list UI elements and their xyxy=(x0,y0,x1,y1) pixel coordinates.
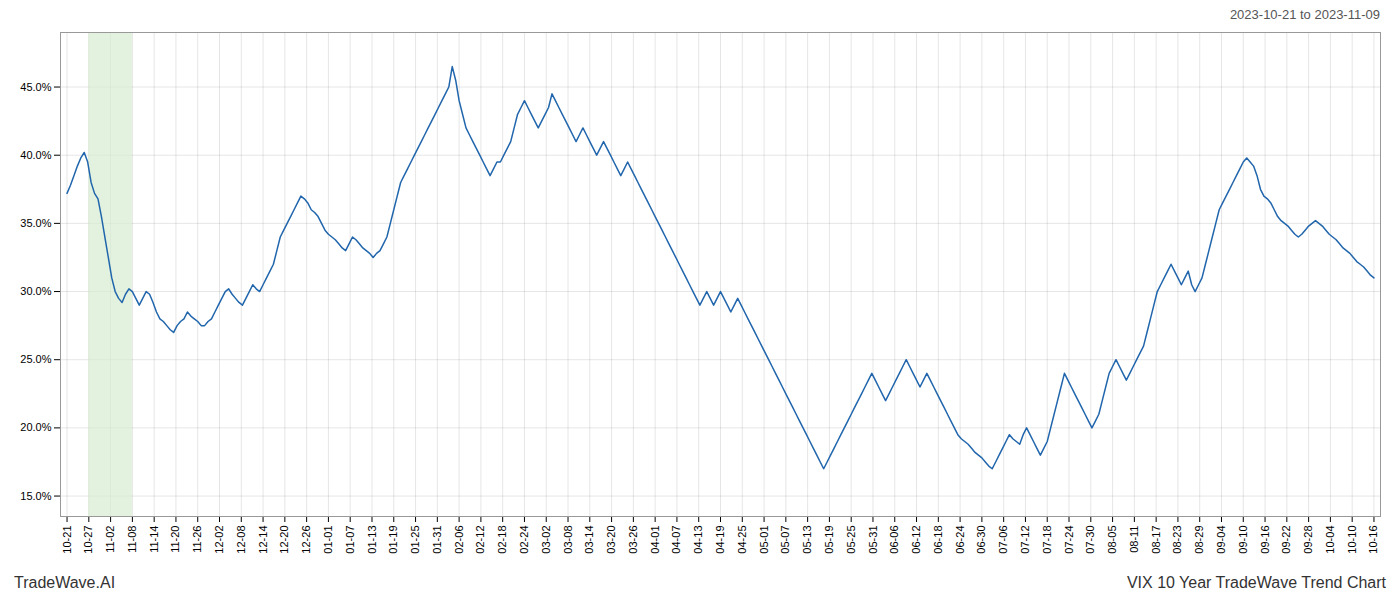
svg-text:04-19: 04-19 xyxy=(714,526,726,554)
svg-text:06-06: 06-06 xyxy=(888,526,900,554)
svg-text:01-01: 01-01 xyxy=(322,526,334,554)
svg-text:25.0%: 25.0% xyxy=(20,353,51,365)
svg-text:09-10: 09-10 xyxy=(1237,526,1249,554)
svg-text:09-04: 09-04 xyxy=(1215,526,1227,554)
svg-text:05-13: 05-13 xyxy=(801,526,813,554)
svg-text:04-07: 04-07 xyxy=(670,526,682,554)
svg-text:12-14: 12-14 xyxy=(257,526,269,554)
svg-text:04-13: 04-13 xyxy=(692,526,704,554)
svg-text:10-10: 10-10 xyxy=(1346,526,1358,554)
svg-text:05-25: 05-25 xyxy=(845,526,857,554)
svg-text:30.0%: 30.0% xyxy=(20,285,51,297)
svg-text:02-06: 02-06 xyxy=(453,526,465,554)
svg-text:02-18: 02-18 xyxy=(496,526,508,554)
html-text:TradeWave.AI: TradeWave.AI xyxy=(14,574,116,591)
svg-text:07-06: 07-06 xyxy=(997,526,1009,554)
svg-text:01-19: 01-19 xyxy=(387,526,399,554)
svg-text:01-31: 01-31 xyxy=(431,526,443,554)
svg-text:09-16: 09-16 xyxy=(1259,526,1271,554)
svg-text:08-17: 08-17 xyxy=(1150,526,1162,554)
svg-text:07-24: 07-24 xyxy=(1063,526,1075,554)
html-text:2023-10-21 to 2023-11-09: 2023-10-21 to 2023-11-09 xyxy=(1229,7,1380,22)
svg-text:05-01: 05-01 xyxy=(758,526,770,554)
svg-text:12-08: 12-08 xyxy=(235,526,247,554)
svg-text:10-27: 10-27 xyxy=(82,526,94,554)
svg-text:08-11: 08-11 xyxy=(1128,526,1140,553)
svg-text:20.0%: 20.0% xyxy=(20,421,51,433)
svg-text:10-21: 10-21 xyxy=(61,526,73,554)
svg-text:05-31: 05-31 xyxy=(866,526,878,554)
svg-text:01-13: 01-13 xyxy=(366,526,378,554)
svg-text:07-18: 07-18 xyxy=(1041,526,1053,554)
svg-text:11-02: 11-02 xyxy=(104,526,116,553)
svg-text:45.0%: 45.0% xyxy=(20,81,51,93)
svg-text:40.0%: 40.0% xyxy=(20,149,51,161)
svg-text:01-25: 01-25 xyxy=(409,526,421,554)
svg-text:03-26: 03-26 xyxy=(627,526,639,554)
svg-text:11-08: 11-08 xyxy=(126,526,138,553)
svg-text:06-12: 06-12 xyxy=(910,526,922,554)
svg-text:03-02: 03-02 xyxy=(540,526,552,554)
svg-text:03-20: 03-20 xyxy=(605,526,617,554)
svg-text:11-20: 11-20 xyxy=(169,526,181,553)
svg-text:11-26: 11-26 xyxy=(191,526,203,553)
svg-text:09-28: 09-28 xyxy=(1302,526,1314,554)
svg-text:35.0%: 35.0% xyxy=(20,217,51,229)
svg-text:08-23: 08-23 xyxy=(1171,526,1183,554)
svg-text:01-07: 01-07 xyxy=(344,526,356,554)
svg-text:05-19: 05-19 xyxy=(823,526,835,554)
svg-text:07-12: 07-12 xyxy=(1019,526,1031,554)
html-text:VIX 10 Year TradeWave Trend Ch: VIX 10 Year TradeWave Trend Chart xyxy=(1126,574,1386,591)
svg-text:11-14: 11-14 xyxy=(148,526,160,553)
svg-text:08-29: 08-29 xyxy=(1193,526,1205,554)
svg-text:06-24: 06-24 xyxy=(954,526,966,554)
svg-text:08-05: 08-05 xyxy=(1106,526,1118,554)
svg-text:12-20: 12-20 xyxy=(278,526,290,554)
svg-text:12-02: 12-02 xyxy=(213,526,225,554)
svg-text:12-26: 12-26 xyxy=(300,526,312,554)
svg-text:03-08: 03-08 xyxy=(562,526,574,554)
svg-text:02-24: 02-24 xyxy=(518,526,530,554)
svg-text:03-14: 03-14 xyxy=(583,526,595,554)
svg-text:10-04: 10-04 xyxy=(1324,526,1336,554)
svg-text:06-18: 06-18 xyxy=(932,526,944,554)
svg-text:15.0%: 15.0% xyxy=(20,490,51,502)
svg-text:04-25: 04-25 xyxy=(736,526,748,554)
svg-text:07-30: 07-30 xyxy=(1084,526,1096,554)
svg-text:05-07: 05-07 xyxy=(779,526,791,554)
svg-text:10-16: 10-16 xyxy=(1367,526,1379,554)
svg-text:02-12: 02-12 xyxy=(474,526,486,554)
svg-text:06-30: 06-30 xyxy=(975,526,987,554)
svg-text:04-01: 04-01 xyxy=(649,526,661,554)
svg-text:09-22: 09-22 xyxy=(1280,526,1292,554)
